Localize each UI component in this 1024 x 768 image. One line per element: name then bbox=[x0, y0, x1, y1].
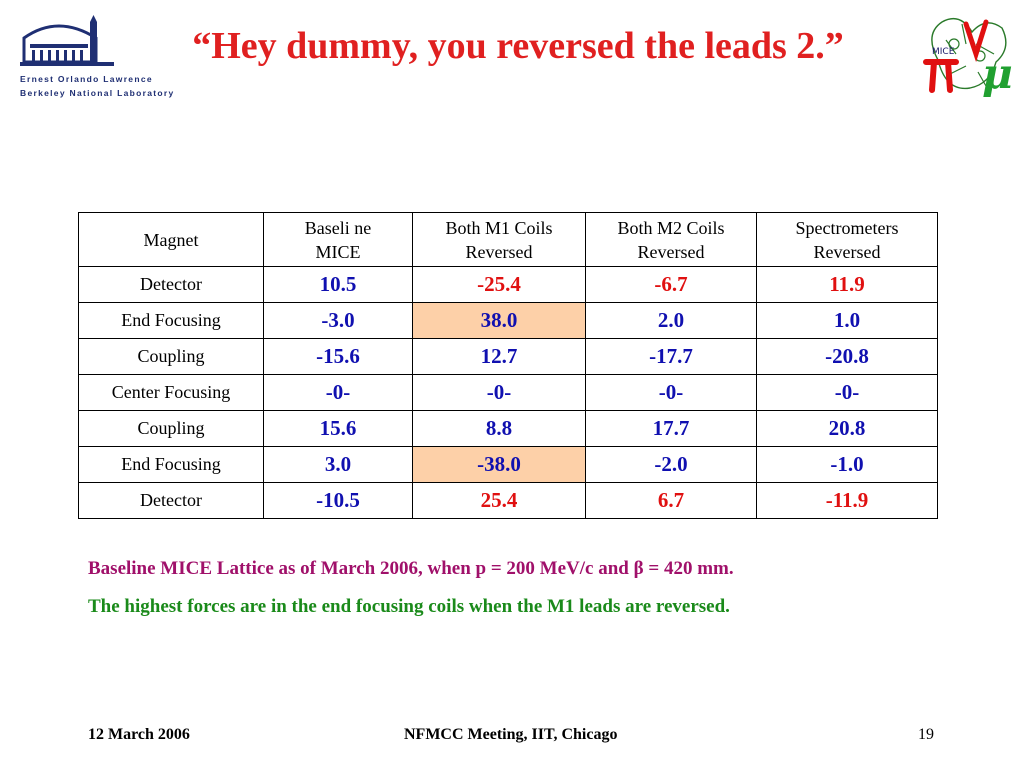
table-cell: 11.9 bbox=[756, 266, 938, 303]
table-cell: 17.7 bbox=[585, 410, 757, 447]
magnet-label: End Focusing bbox=[78, 302, 264, 339]
table-row: Center Focusing -0- -0- -0- -0- bbox=[78, 374, 938, 411]
table-cell: -10.5 bbox=[263, 482, 413, 519]
magnet-label: Detector bbox=[78, 482, 264, 519]
table-cell: 25.4 bbox=[412, 482, 586, 519]
table-cell: -15.6 bbox=[263, 338, 413, 375]
table-row: Coupling -15.6 12.7 -17.7 -20.8 bbox=[78, 338, 938, 375]
column-header-m1-reversed: Both M1 Coils Reversed bbox=[412, 212, 586, 267]
table-cell: 1.0 bbox=[756, 302, 938, 339]
table-cell: 15.6 bbox=[263, 410, 413, 447]
table-cell-highlighted: -38.0 bbox=[412, 446, 586, 483]
table-cell-highlighted: 38.0 bbox=[412, 302, 586, 339]
table-cell: 6.7 bbox=[585, 482, 757, 519]
lbnl-logo-line1: Ernest Orlando Lawrence bbox=[20, 74, 153, 84]
table-cell: -1.0 bbox=[756, 446, 938, 483]
footer-meeting: NFMCC Meeting, IIT, Chicago bbox=[404, 726, 618, 743]
table-cell: -2.0 bbox=[585, 446, 757, 483]
column-header-baseline-mice: Baseli ne MICE bbox=[263, 212, 413, 267]
table-row: Coupling 15.6 8.8 17.7 20.8 bbox=[78, 410, 938, 447]
mice-logo-icon: μ MICE bbox=[916, 14, 1016, 104]
table-cell: -0- bbox=[263, 374, 413, 411]
footer-date: 12 March 2006 bbox=[88, 726, 190, 743]
table-cell: -17.7 bbox=[585, 338, 757, 375]
table-cell: 20.8 bbox=[756, 410, 938, 447]
table-cell: -0- bbox=[756, 374, 938, 411]
column-header-m2-reversed: Both M2 Coils Reversed bbox=[585, 212, 757, 267]
forces-table: Magnet Baseli ne MICE Both M1 Coils Reve… bbox=[78, 212, 938, 519]
table-row: End Focusing -3.0 38.0 2.0 1.0 bbox=[78, 302, 938, 339]
svg-text:MICE: MICE bbox=[932, 47, 955, 57]
table-row: Detector -10.5 25.4 6.7 -11.9 bbox=[78, 482, 938, 519]
table-cell: -0- bbox=[412, 374, 586, 411]
magnet-label: Center Focusing bbox=[78, 374, 264, 411]
slide-title: “Hey dummy, you reversed the leads 2.” bbox=[192, 25, 844, 67]
table-cell: 2.0 bbox=[585, 302, 757, 339]
table-cell: -6.7 bbox=[585, 266, 757, 303]
table-row: End Focusing 3.0 -38.0 -2.0 -1.0 bbox=[78, 446, 938, 483]
baseline-note: Baseline MICE Lattice as of March 2006, … bbox=[88, 558, 734, 579]
table-cell: -20.8 bbox=[756, 338, 938, 375]
table-row: Detector 10.5 -25.4 -6.7 11.9 bbox=[78, 266, 938, 303]
table-cell: 12.7 bbox=[412, 338, 586, 375]
table-cell: -0- bbox=[585, 374, 757, 411]
footer-page-number: 19 bbox=[918, 726, 934, 743]
magnet-label: Coupling bbox=[78, 338, 264, 375]
lbnl-building-icon bbox=[20, 15, 114, 66]
table-cell: -11.9 bbox=[756, 482, 938, 519]
column-header-spectrometers-reversed: Spectrometers Reversed bbox=[756, 212, 938, 267]
table-cell: -3.0 bbox=[263, 302, 413, 339]
lbnl-logo: Ernest Orlando Lawrence Berkeley Nationa… bbox=[14, 14, 204, 100]
column-header-magnet: Magnet bbox=[78, 212, 264, 267]
magnet-label: Detector bbox=[78, 266, 264, 303]
lbnl-logo-line2: Berkeley National Laboratory bbox=[20, 88, 175, 98]
svg-text:μ: μ bbox=[982, 49, 1013, 98]
table-cell: 10.5 bbox=[263, 266, 413, 303]
table-cell: 8.8 bbox=[412, 410, 586, 447]
table-header-row: Magnet Baseli ne MICE Both M1 Coils Reve… bbox=[78, 212, 938, 267]
highest-forces-note: The highest forces are in the end focusi… bbox=[88, 596, 730, 617]
magnet-label: Coupling bbox=[78, 410, 264, 447]
magnet-label: End Focusing bbox=[78, 446, 264, 483]
table-cell: 3.0 bbox=[263, 446, 413, 483]
table-cell: -25.4 bbox=[412, 266, 586, 303]
